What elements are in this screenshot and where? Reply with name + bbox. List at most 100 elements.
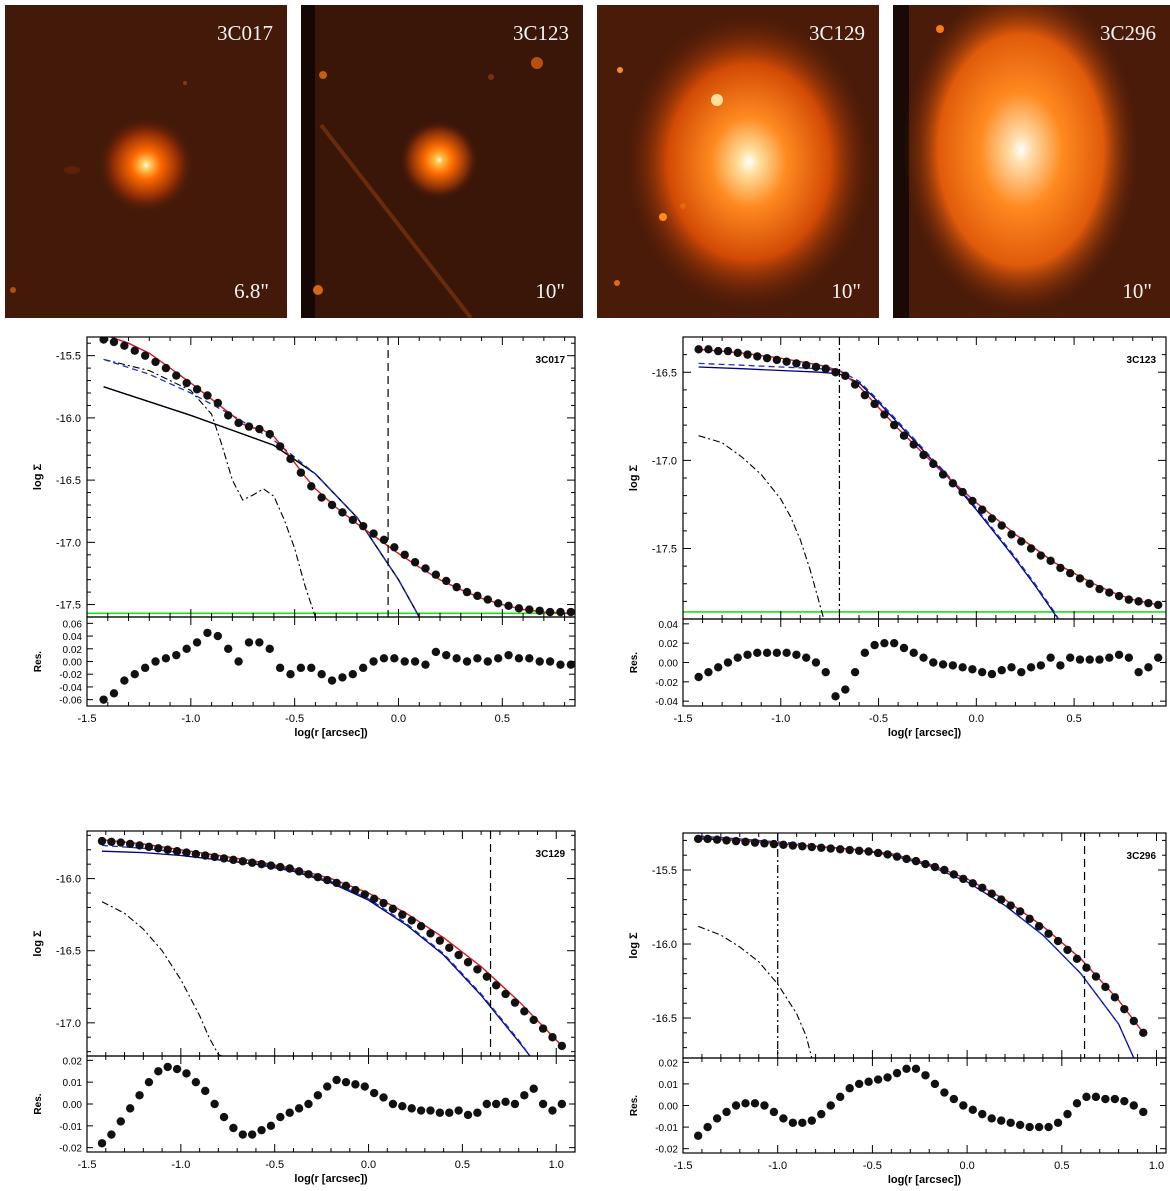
plot-area xyxy=(87,337,575,617)
data-point xyxy=(1114,591,1124,601)
residual-point xyxy=(779,1114,788,1123)
residual-point xyxy=(255,638,264,647)
data-point xyxy=(294,867,304,876)
residual-point xyxy=(151,657,160,666)
residual-point xyxy=(358,663,368,673)
residual-point xyxy=(938,660,948,669)
data-point xyxy=(1017,537,1026,546)
data-point xyxy=(219,854,229,863)
residual-point xyxy=(442,650,451,660)
residual-point xyxy=(977,667,987,677)
residual-point xyxy=(1065,653,1075,662)
data-point xyxy=(870,399,879,409)
residual-point xyxy=(1053,1118,1063,1127)
x-tick-label: -0.5 xyxy=(869,713,888,725)
y-tick-label: -16.0 xyxy=(652,939,677,951)
data-point xyxy=(741,837,750,847)
residual-point xyxy=(135,1091,144,1100)
data-point xyxy=(949,870,959,879)
data-point xyxy=(473,965,482,974)
residual-point xyxy=(163,1062,172,1072)
residual-point xyxy=(247,1130,257,1139)
residual-point xyxy=(265,644,274,653)
data-point xyxy=(1006,901,1015,910)
data-point xyxy=(1153,600,1163,610)
data-point xyxy=(1065,568,1075,578)
y-axis-label: log Σ xyxy=(32,930,44,957)
residual-point xyxy=(388,1099,398,1109)
data-point xyxy=(731,836,741,846)
data-point xyxy=(930,862,940,872)
data-point xyxy=(296,468,306,477)
residual-point xyxy=(491,1099,501,1109)
residual-point xyxy=(1124,653,1134,662)
residual-point xyxy=(694,672,703,682)
residual-point xyxy=(902,1064,911,1073)
data-point xyxy=(116,838,125,847)
residual-point xyxy=(1044,1122,1053,1132)
data-point xyxy=(821,364,830,373)
data-point xyxy=(1053,936,1063,946)
plot-frame xyxy=(86,336,576,618)
residual-point xyxy=(1139,1107,1148,1117)
data-point xyxy=(463,958,473,967)
data-point xyxy=(407,916,416,925)
residual-point xyxy=(510,1099,520,1109)
data-point xyxy=(811,362,821,372)
data-point xyxy=(902,854,911,864)
panel-label: 3C123 xyxy=(1127,355,1157,366)
data-point xyxy=(1105,588,1114,597)
scale-label: 10" xyxy=(1122,279,1152,303)
residual-point xyxy=(360,1082,369,1091)
residual-point xyxy=(713,663,723,672)
data-point xyxy=(1129,1016,1139,1026)
galaxy-picture xyxy=(301,5,583,318)
data-point xyxy=(909,440,918,449)
data-point xyxy=(514,604,524,613)
data-point xyxy=(889,420,899,430)
residual-point xyxy=(219,1112,229,1122)
data-point xyxy=(327,500,337,510)
data-point xyxy=(482,972,491,981)
residual-point xyxy=(400,657,409,666)
residual-point xyxy=(788,1118,798,1127)
data-point xyxy=(807,842,816,852)
residual-point xyxy=(296,663,306,673)
data-point xyxy=(899,431,909,440)
residual-point xyxy=(201,1086,210,1096)
data-point xyxy=(341,881,351,891)
residual-point xyxy=(1046,653,1055,662)
residual-point xyxy=(294,1104,304,1113)
residual-point xyxy=(266,1121,276,1131)
data-point xyxy=(864,847,873,856)
data-point xyxy=(1139,1028,1148,1038)
residual-point xyxy=(545,657,555,666)
res-tick-label: -0.04 xyxy=(655,697,678,708)
data-point xyxy=(426,929,435,938)
data-point xyxy=(892,852,902,861)
y-tick-label: -16.5 xyxy=(652,367,677,379)
residual-point xyxy=(811,658,821,667)
x-tick-label: -1.5 xyxy=(674,1160,693,1172)
data-point xyxy=(1046,556,1055,566)
residual-point xyxy=(454,1106,463,1115)
residual-point xyxy=(327,676,337,685)
data-point xyxy=(959,874,968,884)
res-tick-label: 0.00 xyxy=(63,658,83,669)
residual-point xyxy=(959,1101,968,1110)
data-point xyxy=(545,607,555,617)
data-point xyxy=(1075,574,1085,583)
data-point xyxy=(831,368,840,377)
data-point xyxy=(247,858,257,867)
data-point xyxy=(557,1041,567,1051)
residual-point xyxy=(921,1071,930,1080)
data-point xyxy=(161,363,171,373)
res-tick-label: 0.00 xyxy=(659,659,679,670)
residual-axis-label: Res. xyxy=(33,1093,44,1114)
data-point xyxy=(845,845,854,855)
residual-point xyxy=(1129,1101,1139,1110)
residual-point xyxy=(760,1101,769,1110)
x-tick-label: -1.5 xyxy=(78,1159,97,1171)
data-point xyxy=(556,607,565,617)
res-tick-label: 0.01 xyxy=(63,1078,83,1089)
